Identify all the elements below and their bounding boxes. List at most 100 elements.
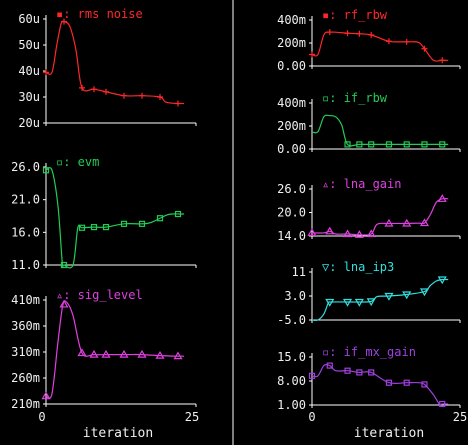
legend-if-rbw: ▫: if_rbw bbox=[322, 91, 388, 105]
left-xaxis-title: iteration bbox=[83, 426, 153, 441]
legend-label: : lna_gain bbox=[329, 177, 401, 191]
square-marker-if-mx-gain-7 bbox=[421, 381, 428, 388]
series-line-rms-noise bbox=[45, 20, 185, 105]
subplot-if-mx-gain: 15.0 8.00 1.00 ▫: if_mx_gain bbox=[277, 345, 461, 412]
legend-marker-icon: ▪ bbox=[322, 8, 329, 22]
square-marker-evm-7 bbox=[156, 215, 164, 222]
y-tick-label: 310m bbox=[11, 345, 40, 359]
y-tick-label: 210m bbox=[11, 397, 40, 411]
square-marker-if-mx-gain-4 bbox=[368, 369, 375, 376]
legend-label: : if_mx_gain bbox=[329, 345, 416, 359]
triangle-marker-lna-gain-7 bbox=[419, 218, 430, 227]
y-tick-label: 260m bbox=[11, 371, 40, 385]
right-xtick-0: 0 bbox=[308, 410, 315, 424]
plus-marker-rms-noise-0 bbox=[43, 69, 49, 76]
square-marker-if-rbw-2 bbox=[368, 141, 375, 148]
triangle-marker-lna-ip3-3 bbox=[366, 298, 376, 307]
plus-marker-rf-rbw-0 bbox=[309, 51, 315, 58]
y-tick-label: 360m bbox=[11, 319, 40, 333]
y-tick-label: 8.00 bbox=[277, 374, 306, 388]
y-tick-label: 0.00 bbox=[277, 142, 306, 156]
legend-marker-icon: ▫ bbox=[322, 91, 329, 105]
triangle-marker-lna-gain-6 bbox=[402, 218, 412, 227]
square-marker-if-mx-gain-0 bbox=[308, 372, 316, 379]
square-marker-if-rbw-3 bbox=[385, 141, 393, 148]
legend-marker-icon: ▵ bbox=[322, 177, 329, 191]
y-tick-label: 200m bbox=[277, 119, 306, 133]
triangle-marker-sig-level-2 bbox=[77, 348, 87, 357]
plus-marker-rf-rbw-7 bbox=[421, 45, 428, 52]
triangle-marker-lna-ip3-2 bbox=[354, 298, 364, 307]
plus-marker-rf-rbw-3 bbox=[356, 30, 363, 37]
square-marker-if-mx-gain-3 bbox=[356, 369, 363, 376]
triangle-marker-lna-ip3-5 bbox=[402, 291, 412, 300]
legend-label: : lna_ip3 bbox=[329, 260, 394, 274]
triangle-marker-lna-gain-4 bbox=[366, 229, 376, 238]
subplot-rms-noise: 60u 50u 40u 30u 20u ▪: rms noise bbox=[18, 7, 197, 130]
y-tick-label: 400m bbox=[277, 13, 306, 27]
y-tick-label: 1.00 bbox=[277, 398, 306, 412]
triangle-marker-sig-level-8 bbox=[173, 351, 183, 360]
y-tick-label: 50u bbox=[18, 38, 40, 52]
square-marker-evm-4 bbox=[102, 224, 110, 231]
legend-marker-icon: ▵ bbox=[56, 288, 63, 302]
subplot-rf-rbw: 400m 200m 0.00 ▪: rf_rbw bbox=[277, 8, 461, 73]
legend-sig-level: ▵: sig_level bbox=[56, 288, 143, 302]
legend-evm: ▫: evm bbox=[56, 155, 99, 169]
square-marker-evm-2 bbox=[78, 224, 86, 231]
plus-marker-rms-noise-5 bbox=[121, 92, 127, 99]
triangle-marker-lna-ip3-1 bbox=[342, 298, 353, 307]
y-tick-label: 200m bbox=[277, 36, 306, 50]
right-xaxis-title: iteration bbox=[354, 426, 424, 441]
legend-if-mx-gain: ▫: if_mx_gain bbox=[322, 345, 416, 359]
y-tick-label: 26.0 bbox=[11, 160, 40, 174]
plus-marker-rf-rbw-8 bbox=[439, 57, 446, 64]
plus-marker-rf-rbw-4 bbox=[368, 31, 375, 38]
triangle-marker-lna-ip3-4 bbox=[384, 292, 394, 301]
triangle-marker-sig-level-4 bbox=[101, 349, 111, 358]
subplot-evm: 26.0 21.0 16.0 11.0 ▫: evm bbox=[11, 155, 197, 272]
plus-marker-rms-noise-3 bbox=[91, 86, 97, 93]
square-marker-if-rbw-1 bbox=[356, 141, 363, 148]
y-tick-label: 30u bbox=[18, 90, 40, 104]
triangle-marker-sig-level-0 bbox=[41, 391, 51, 400]
square-marker-evm-3 bbox=[90, 224, 98, 231]
y-tick-label: 15.0 bbox=[277, 350, 306, 364]
legend-lna-gain: ▵: lna_gain bbox=[322, 177, 401, 191]
triangle-marker-lna-ip3-7 bbox=[437, 276, 447, 285]
square-marker-if-rbw-5 bbox=[421, 141, 428, 148]
subplot-if-rbw: 400m 200m 0.00 ▫: if_rbw bbox=[277, 91, 461, 156]
plus-marker-rf-rbw-5 bbox=[385, 38, 392, 45]
plus-marker-rf-rbw-6 bbox=[403, 38, 410, 45]
series-line-if-rbw bbox=[311, 114, 449, 147]
triangle-marker-lna-gain-1 bbox=[325, 226, 335, 235]
y-tick-label: 11 bbox=[292, 265, 306, 279]
legend-marker-icon: ▪ bbox=[56, 7, 63, 21]
square-marker-if-rbw-4 bbox=[403, 141, 410, 148]
square-marker-evm-5 bbox=[120, 220, 128, 227]
legend-marker-icon: ▫ bbox=[322, 345, 329, 359]
legend-label: : if_rbw bbox=[329, 91, 388, 105]
y-tick-label: 14.0 bbox=[277, 229, 306, 243]
triangle-marker-lna-gain-2 bbox=[342, 229, 353, 238]
y-tick-label: 60u bbox=[18, 12, 40, 26]
y-tick-label: 410m bbox=[11, 293, 40, 307]
subplot-lna-ip3: 11 3.0 -5.0 ▽: lna_ip3 bbox=[277, 260, 461, 327]
plus-marker-rf-rbw-1 bbox=[326, 29, 333, 36]
y-tick-label: 21.0 bbox=[11, 193, 40, 207]
square-marker-evm-0 bbox=[42, 167, 50, 174]
legend-label: : sig_level bbox=[63, 288, 142, 302]
triangle-marker-sig-level-1 bbox=[59, 299, 69, 308]
square-marker-if-rbw-6 bbox=[439, 141, 446, 148]
legend-label: : rf_rbw bbox=[329, 8, 388, 22]
series-line-rf-rbw bbox=[311, 31, 449, 62]
y-tick-label: 20u bbox=[18, 116, 40, 130]
triangle-marker-sig-level-5 bbox=[119, 349, 129, 358]
subplot-sig-level: 410m 360m 310m 260m 210m ▵: sig_level bbox=[11, 288, 197, 411]
triangle-marker-sig-level-6 bbox=[137, 349, 147, 358]
y-tick-label: 0.00 bbox=[277, 59, 306, 73]
y-tick-label: -5.0 bbox=[277, 313, 306, 327]
right-xtick-25: 25 bbox=[453, 410, 467, 424]
plus-marker-rms-noise-8 bbox=[175, 100, 181, 107]
legend-label: : rms noise bbox=[63, 7, 142, 21]
